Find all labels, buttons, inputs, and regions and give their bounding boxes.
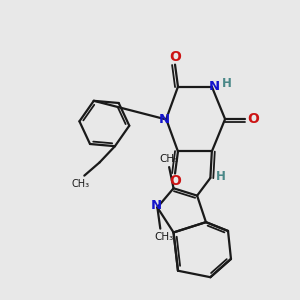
Text: H: H <box>216 170 226 183</box>
Text: O: O <box>169 50 181 64</box>
Text: O: O <box>169 174 181 188</box>
Text: H: H <box>222 77 232 90</box>
Text: CH₃: CH₃ <box>154 232 173 242</box>
Text: CH₃: CH₃ <box>72 179 90 189</box>
Text: N: N <box>158 112 169 126</box>
Text: CH₃: CH₃ <box>160 154 179 164</box>
Text: N: N <box>151 200 162 212</box>
Text: N: N <box>208 80 220 93</box>
Text: O: O <box>247 112 259 126</box>
